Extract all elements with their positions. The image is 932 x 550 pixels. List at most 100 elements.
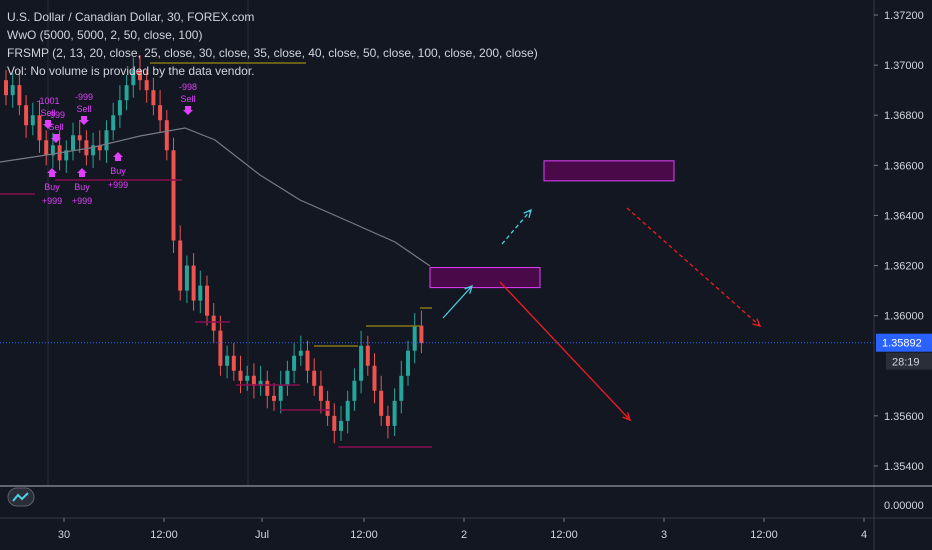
candlestick-series <box>4 55 424 444</box>
candle-body <box>225 355 230 366</box>
candle-body <box>71 135 75 151</box>
arrow-shaft <box>499 281 631 421</box>
candle-body <box>332 415 337 431</box>
candle-body <box>4 80 8 96</box>
arrow-head <box>464 284 474 294</box>
candle-body <box>171 150 176 241</box>
projection-arrow-up-dashed <box>501 208 532 245</box>
signal-value: +999 <box>72 196 92 206</box>
price-tick-label: 1.35600 <box>884 411 924 423</box>
price-tick-label: 1.36000 <box>884 311 924 323</box>
buy-arrow-icon <box>77 168 87 177</box>
candle-body <box>10 85 15 96</box>
sell-arrow-icon <box>51 134 61 143</box>
candle-body <box>91 145 96 156</box>
signal-buy: Buy +999 <box>42 168 62 206</box>
candle-body <box>406 350 410 376</box>
candle-body <box>412 325 417 351</box>
signal-buy: Buy +999 <box>72 168 92 206</box>
candle-body <box>178 240 183 291</box>
price-tick-label: 1.36600 <box>884 160 924 172</box>
candle-body <box>272 395 276 401</box>
signal-value: -998 <box>179 82 197 92</box>
buy-arrow-icon <box>47 168 57 177</box>
candle-body <box>251 375 256 386</box>
signal-value: +999 <box>42 196 62 206</box>
candle-body <box>385 415 390 426</box>
signal-buy: Buy +999 <box>108 152 128 190</box>
time-tick-label: 30 <box>58 529 70 541</box>
indicator-wwo[interactable]: WwO (5000, 5000, 2, 50, close, 100) <box>7 28 203 42</box>
tradingview-logo-icon[interactable] <box>7 487 35 507</box>
indicator-frsmp[interactable]: FRSMP (2, 13, 20, close, 25, close, 30, … <box>7 46 538 60</box>
candle-body <box>218 330 223 366</box>
arrow-shaft <box>501 209 532 245</box>
arrow-head <box>523 208 532 218</box>
candle-body <box>97 145 102 151</box>
candle-body <box>124 85 129 101</box>
signal-value: +999 <box>108 180 128 190</box>
current-price-label: 1.35892 <box>882 338 922 350</box>
countdown-badge <box>886 352 932 370</box>
candle-body <box>184 265 189 291</box>
buy-arrow-icon <box>113 152 123 161</box>
projection-arrow-down <box>499 281 632 422</box>
time-tick-label: 3 <box>661 529 667 541</box>
candle-body <box>278 385 283 401</box>
signal-value: -999 <box>47 110 65 120</box>
candle-body <box>399 375 404 401</box>
candle-body <box>345 400 350 421</box>
candle-body <box>111 115 116 131</box>
candle-body <box>298 350 303 356</box>
arrow-shaft <box>626 207 761 327</box>
candle-body <box>50 145 55 156</box>
indicator-volume[interactable]: Vol: No volume is provided by the data v… <box>7 64 255 78</box>
current-price-badge <box>876 333 932 352</box>
price-tick-label: 1.35400 <box>884 461 924 473</box>
candle-body <box>24 105 29 126</box>
candle-body <box>392 400 397 426</box>
sell-arrow-icon <box>43 120 53 129</box>
grid-lines <box>47 0 249 486</box>
signal-label: Sell <box>48 122 63 132</box>
candle-body <box>44 140 49 156</box>
price-tick-label: 1.36400 <box>884 210 924 222</box>
time-tick-label: 12:00 <box>350 529 378 541</box>
signal-sell: -1001 Sell <box>36 96 60 129</box>
candle-body <box>231 355 236 371</box>
price-tick-label: 1.36800 <box>884 110 924 122</box>
price-tick-label: 1.37200 <box>884 10 924 22</box>
candle-body <box>265 380 270 396</box>
symbol-title[interactable]: U.S. Dollar / Canadian Dollar, 30, FOREX… <box>7 10 255 24</box>
moving-average-line <box>0 127 431 267</box>
supply-zone <box>543 160 675 182</box>
candle-body <box>339 420 343 431</box>
countdown-label: 28:19 <box>892 357 920 369</box>
candle-body <box>211 315 216 331</box>
sell-arrow-icon <box>79 116 89 125</box>
candle-body <box>379 390 384 416</box>
candle-body <box>238 370 243 381</box>
chart-legend: U.S. Dollar / Canadian Dollar, 30, FOREX… <box>7 8 538 80</box>
candle-body <box>131 70 136 86</box>
candle-body <box>191 265 196 301</box>
sell-arrow-icon <box>183 106 193 115</box>
arrow-shaft <box>442 285 473 319</box>
time-tick-label: 12:00 <box>550 529 578 541</box>
trade-signals: -1001Sell-999Sell-999Sell-998SellBuy+999… <box>36 82 197 206</box>
candle-body <box>245 375 250 381</box>
candle-body <box>104 130 109 151</box>
candle-body <box>198 285 203 301</box>
candle-body <box>17 85 22 106</box>
arrow-head <box>622 412 632 422</box>
candle-body <box>325 400 330 416</box>
lower-pane-tick-label: 0.00000 <box>884 500 924 512</box>
candle-body <box>318 385 323 401</box>
candle-body <box>117 100 122 116</box>
candle-body <box>285 370 290 386</box>
candle-body <box>77 135 82 141</box>
signal-sell: -998 Sell <box>179 82 197 115</box>
arrow-head <box>752 318 762 327</box>
indicator-overlays <box>0 62 874 448</box>
